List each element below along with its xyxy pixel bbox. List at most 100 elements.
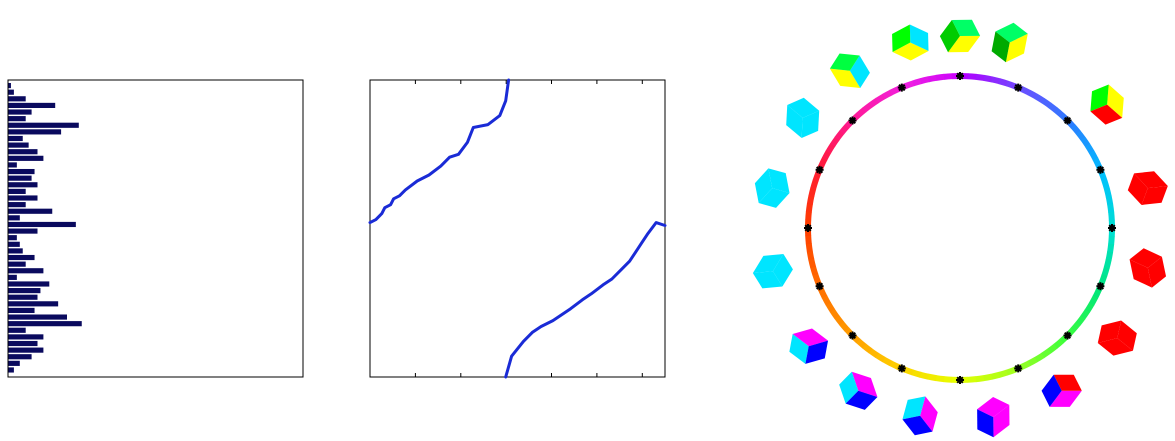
ring-segment-81 xyxy=(818,288,828,299)
ring-segment-76 xyxy=(839,321,850,332)
ring-segment-101 xyxy=(830,136,840,147)
ring-segment-20 xyxy=(1089,150,1099,161)
ring-segment-88 xyxy=(805,235,812,245)
ring-segment-102 xyxy=(834,130,845,141)
ring-segment-54 xyxy=(998,369,1008,378)
ring-segment-57 xyxy=(975,375,985,383)
line-chart-axes-frame xyxy=(369,79,666,378)
bar-16 xyxy=(8,188,26,194)
bar-10 xyxy=(8,149,38,155)
ring-segment-85 xyxy=(808,258,817,269)
ring-segment-4 xyxy=(990,76,1001,85)
line-series-1 xyxy=(504,221,667,379)
ring-marker-10 xyxy=(848,331,857,340)
ring-segment-40 xyxy=(1084,302,1095,313)
ring-segment-3 xyxy=(983,74,993,83)
bar-14 xyxy=(8,175,32,181)
bar-chart-panel xyxy=(7,79,304,378)
bar-25 xyxy=(8,248,23,254)
ring-marker-0 xyxy=(956,72,964,80)
ring-segment-26 xyxy=(1105,195,1114,206)
ring-segment-48 xyxy=(1040,348,1052,359)
ring-segment-110 xyxy=(882,89,893,99)
ring-marker-5 xyxy=(1096,282,1105,291)
ring-marker-6 xyxy=(1063,331,1072,340)
bar-42 xyxy=(8,360,20,366)
ring-marker-11 xyxy=(815,282,824,291)
cube-1 xyxy=(939,19,981,53)
cube-4 xyxy=(786,97,820,138)
ring-segment-28 xyxy=(1108,211,1115,221)
ring-segment-77 xyxy=(834,315,845,326)
bar-2 xyxy=(8,96,26,102)
ring-segment-100 xyxy=(825,143,836,154)
ring-segment-19 xyxy=(1084,143,1095,154)
line-chart-panel xyxy=(368,78,667,379)
bar-chart-axes-frame xyxy=(7,79,304,378)
cube-7 xyxy=(789,328,829,364)
ring-segment-69 xyxy=(882,356,893,367)
ring-segment-66 xyxy=(904,366,914,376)
line-series-group xyxy=(368,78,667,379)
bar-40 xyxy=(8,347,44,353)
bar-9 xyxy=(8,142,29,148)
bar-28 xyxy=(8,268,44,274)
bar-34 xyxy=(8,307,35,314)
bar-26 xyxy=(8,254,35,261)
ring-segment-117 xyxy=(935,73,945,81)
ring-segment-34 xyxy=(1103,258,1112,269)
ring-segment-86 xyxy=(806,250,815,261)
ring-segment-116 xyxy=(927,74,938,83)
bar-31 xyxy=(8,288,41,294)
ring-segment-106 xyxy=(856,107,867,118)
ring-segment-111 xyxy=(889,86,900,96)
ring-segment-92 xyxy=(805,203,813,213)
orientation-cubes xyxy=(752,19,1168,438)
bar-33 xyxy=(8,301,59,307)
bar-30 xyxy=(8,281,50,287)
ring-marker-8 xyxy=(956,376,964,384)
ring-marker-1 xyxy=(1014,83,1023,92)
ring-segment-12 xyxy=(1047,102,1058,113)
bar-32 xyxy=(8,294,38,300)
bar-43 xyxy=(8,367,14,373)
ring-segment-68 xyxy=(889,360,900,370)
ring-segment-27 xyxy=(1107,203,1115,213)
bar-23 xyxy=(8,235,17,241)
bar-1 xyxy=(8,89,14,95)
ring-segment-98 xyxy=(818,157,828,168)
ring-segment-58 xyxy=(967,376,977,383)
ring-marker-4 xyxy=(1108,224,1116,232)
ring-segment-38 xyxy=(1092,288,1102,299)
bar-36 xyxy=(8,321,82,327)
ring-segment-107 xyxy=(862,102,873,113)
cube-9 xyxy=(902,396,938,436)
bar-12 xyxy=(8,162,17,168)
ring-marker-15 xyxy=(897,83,906,92)
ring-segment-103 xyxy=(839,123,850,135)
ring-segment-91 xyxy=(805,211,812,221)
ring-marker-13 xyxy=(815,165,824,174)
cube-3 xyxy=(829,53,870,88)
ring-segment-8 xyxy=(1020,86,1031,96)
ring-segment-41 xyxy=(1080,309,1090,320)
ring-segment-114 xyxy=(912,78,922,87)
bar-13 xyxy=(8,168,35,175)
ring-segment-55 xyxy=(990,371,1001,380)
ring-segment-25 xyxy=(1103,187,1112,198)
ring-segment-115 xyxy=(919,76,930,85)
bar-4 xyxy=(8,109,32,115)
ring-segment-24 xyxy=(1101,180,1110,190)
ring-segment-17 xyxy=(1075,130,1086,141)
ring-segment-73 xyxy=(855,338,867,349)
ring-segment-36 xyxy=(1098,274,1108,284)
ring-segment-51 xyxy=(1020,360,1031,370)
ring-segment-83 xyxy=(812,273,821,284)
bar-15 xyxy=(8,182,38,188)
color-ring-panel xyxy=(752,19,1168,438)
ring-segment-2 xyxy=(975,73,985,81)
ring-segment-10 xyxy=(1034,93,1045,104)
ring-segment-21 xyxy=(1092,157,1102,168)
cube-11 xyxy=(1041,374,1082,407)
cube-12 xyxy=(1097,320,1137,356)
